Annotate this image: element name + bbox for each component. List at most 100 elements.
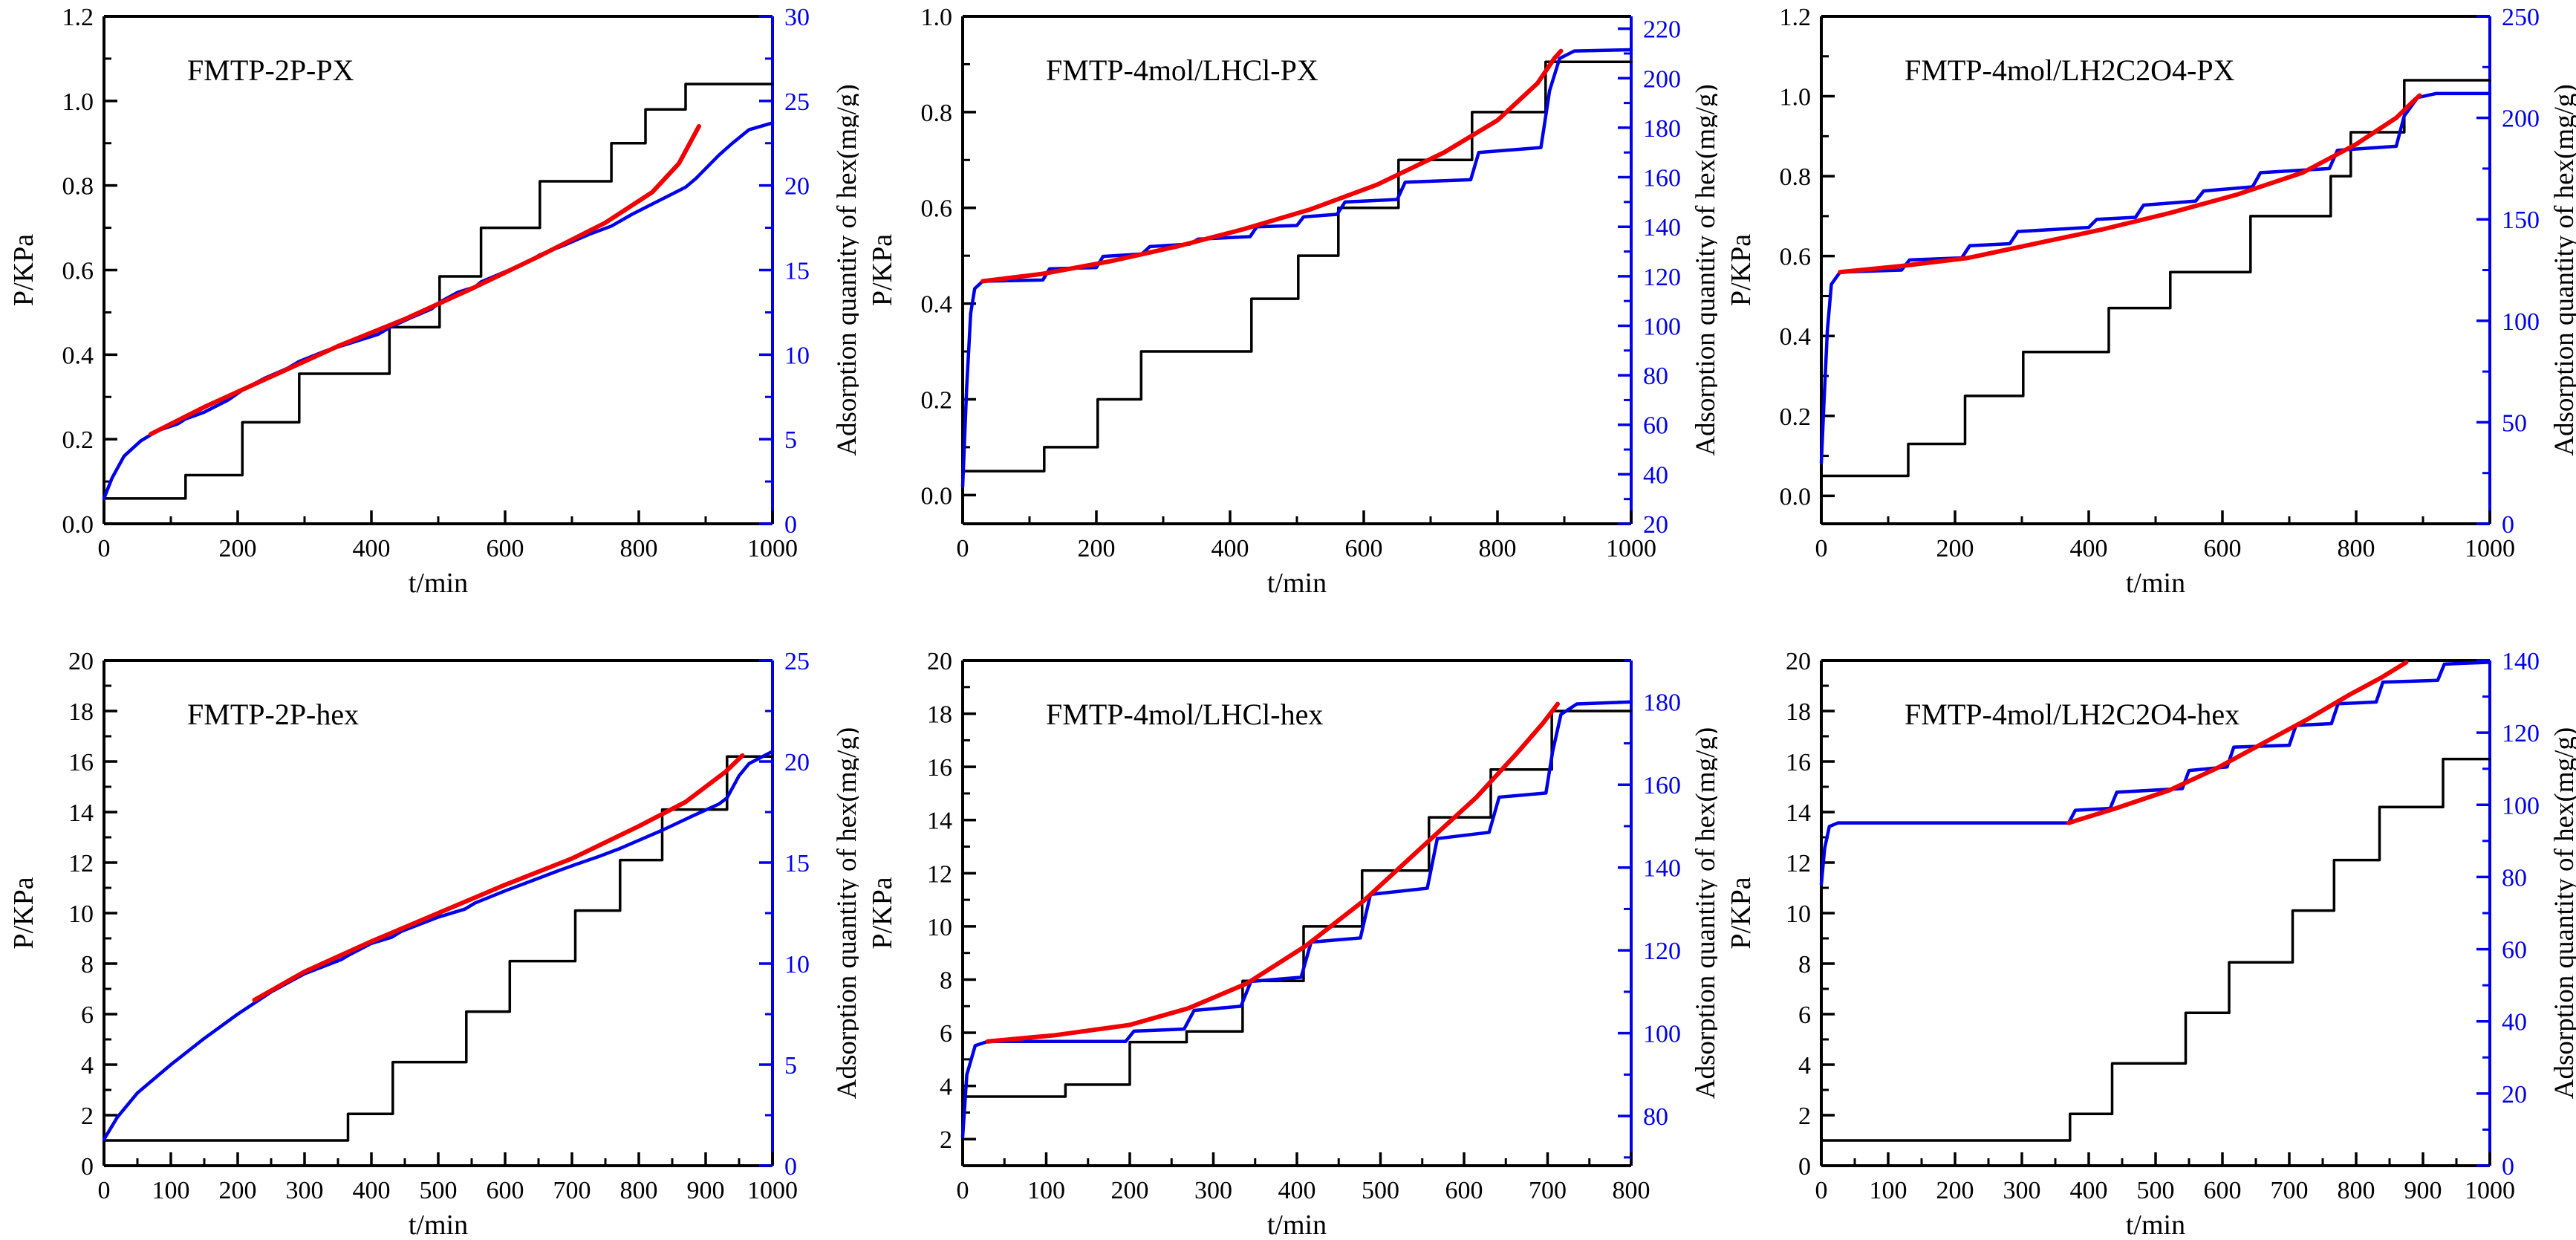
y-right-tick-label: 60 [1643,412,1668,440]
y-right-tick-label: 20 [2502,1081,2527,1108]
series-pressure-steps [961,60,1633,473]
panel-e: 0 100 200 300 400 500 600 700 800 2 4 6 8 10 12 14 16 18 2… [859,620,1717,1240]
series-fit [980,48,1564,284]
x-tick-label: 800 [620,535,658,562]
panel-d: 0 100 200 300 400 500 600 700 800 900 1000 0 2 4 6 8 10 1… [0,620,859,1240]
y-right-tick-label: 40 [2502,1009,2527,1036]
y-left-tick-label: 0.8 [1780,163,1812,191]
series-adsorption [960,700,1633,1139]
y-left-tick-label: 0.2 [62,426,94,454]
x-tick-label: 800 [620,1177,658,1204]
y-right-tick-label: 180 [1643,115,1681,143]
x-axis: 0 100 200 300 400 500 600 700 800 900 1000 [1815,1152,2515,1204]
x-tick-label: 900 [2404,1177,2442,1204]
y-left-tick-label: 14 [927,808,952,835]
y-right-tick-label: 20 [784,173,810,201]
series-pressure-steps [103,755,774,1142]
y-left-tick-label: 10 [68,900,94,928]
y-left-axis: 2 4 6 8 10 12 14 16 18 20 [927,648,976,1167]
y-left-axis-title: P/KPa [8,877,39,949]
y-left-tick-label: 0.4 [62,342,94,369]
y-right-tick-label: 140 [2502,648,2540,675]
panel-c: 0 200 400 600 800 1000 0.0 0.2 0.4 0.6 0.8 1.0 1.2 0 5… [1717,0,2576,620]
x-tick-label: 200 [219,1177,257,1204]
x-tick-label: 0 [957,535,969,562]
y-right-tick-label: 120 [1643,264,1681,291]
y-right-tick-label: 100 [1643,1021,1681,1048]
y-right-tick-label: 60 [2502,937,2527,964]
x-tick-label: 600 [487,1177,524,1204]
x-tick-label: 700 [553,1177,591,1204]
y-left-tick-label: 2 [1798,1103,1811,1130]
x-tick-label: 200 [1936,1177,1974,1204]
y-right-tick-label: 5 [784,426,797,454]
y-left-tick-label: 0.6 [921,195,953,223]
series-fit [252,753,745,1002]
y-right-tick-label: 0 [784,511,797,539]
y-left-tick-label: 18 [68,698,94,726]
series-pressure-steps [961,710,1633,1098]
y-right-axis-title: Adsorption quantity of hex(mg/g) [2549,84,2576,455]
y-right-tick-label: 100 [2502,792,2540,819]
panel-a: 0 200 400 600 800 1000 0.0 0.2 0.4 0.6 0.8 1.0 1.2 0 5… [0,0,859,620]
y-right-axis: 0 5 10 15 20 25 30 [759,4,810,539]
y-left-tick-label: 1.0 [921,4,953,31]
y-left-tick-label: 0.8 [62,173,94,201]
y-left-tick-label: 12 [1786,850,1811,877]
y-left-tick-label: 1.0 [1780,84,1812,111]
series-fit [2066,660,2409,825]
y-right-tick-label: 30 [784,4,810,31]
y-left-tick-label: 10 [927,914,952,941]
y-left-tick-label: 0.8 [921,100,953,127]
panel-c-chart: 0 200 400 600 800 1000 0.0 0.2 0.4 0.6 0.8 1.0 1.2 0 5… [1726,4,2576,599]
y-right-tick-label: 120 [1643,938,1681,965]
series-pressure-steps [103,82,774,500]
y-right-tick-label: 15 [784,258,810,285]
y-right-axis: 20 40 60 80 100 120 140 160 180 200 220 [1618,16,1681,539]
y-left-tick-label: 10 [1786,900,1811,928]
y-left-axis: 0.0 0.2 0.4 0.6 0.8 1.0 1.2 [1780,4,1835,510]
y-right-tick-label: 100 [1643,313,1681,340]
x-tick-label: 500 [2137,1177,2175,1204]
y-right-axis: 0 50 100 150 200 250 [2476,4,2540,539]
x-axis-title: t/min [409,568,468,599]
x-tick-label: 300 [1194,1177,1232,1204]
x-tick-label: 600 [1445,1177,1483,1204]
x-tick-label: 600 [1345,535,1383,562]
series-adsorption [102,750,775,1141]
y-left-tick-label: 2 [940,1126,952,1154]
x-tick-label: 700 [2271,1177,2309,1204]
y-left-tick-label: 20 [1786,648,1811,675]
x-tick-label: 900 [687,1177,725,1204]
y-right-tick-label: 80 [2502,864,2527,892]
y-left-axis-title: P/KPa [867,234,898,306]
x-tick-label: 100 [1870,1177,1907,1204]
x-tick-label: 200 [219,535,257,562]
y-left-tick-label: 16 [68,749,94,776]
y-left-tick-label: 14 [68,799,94,827]
x-tick-label: 500 [420,1177,458,1204]
y-right-axis-title: Adsorption quantity of hex(mg/g) [2549,727,2576,1099]
x-tick-label: 200 [1078,535,1116,562]
y-right-axis-title: Adsorption quantity of hex(mg/g) [1691,84,1717,455]
y-right-tick-label: 20 [784,749,810,776]
x-axis-title: t/min [2126,1210,2185,1239]
y-left-tick-label: 18 [1786,698,1811,726]
y-left-tick-label: 1.2 [1780,4,1812,31]
panel-title: FMTP-2P-hex [187,698,359,731]
y-left-tick-label: 6 [1798,1002,1811,1029]
x-axis-title: t/min [2126,568,2185,599]
panel-title: FMTP-4mol/LHCl-PX [1046,53,1318,87]
y-right-tick-label: 100 [2502,308,2540,336]
series-pressure-steps [1820,757,2491,1142]
y-right-axis-title: Adsorption quantity of hex(mg/g) [832,727,859,1099]
y-left-tick-label: 4 [940,1074,952,1101]
x-tick-label: 400 [2070,1177,2108,1204]
y-left-tick-label: 12 [68,850,94,877]
y-right-axis: 80 100 120 140 160 180 [1618,659,1681,1159]
y-left-tick-label: 12 [927,860,952,888]
x-tick-label: 300 [2003,1177,2041,1204]
x-tick-label: 800 [1613,1177,1650,1204]
y-left-tick-label: 20 [927,648,952,675]
y-left-tick-label: 8 [81,951,94,978]
